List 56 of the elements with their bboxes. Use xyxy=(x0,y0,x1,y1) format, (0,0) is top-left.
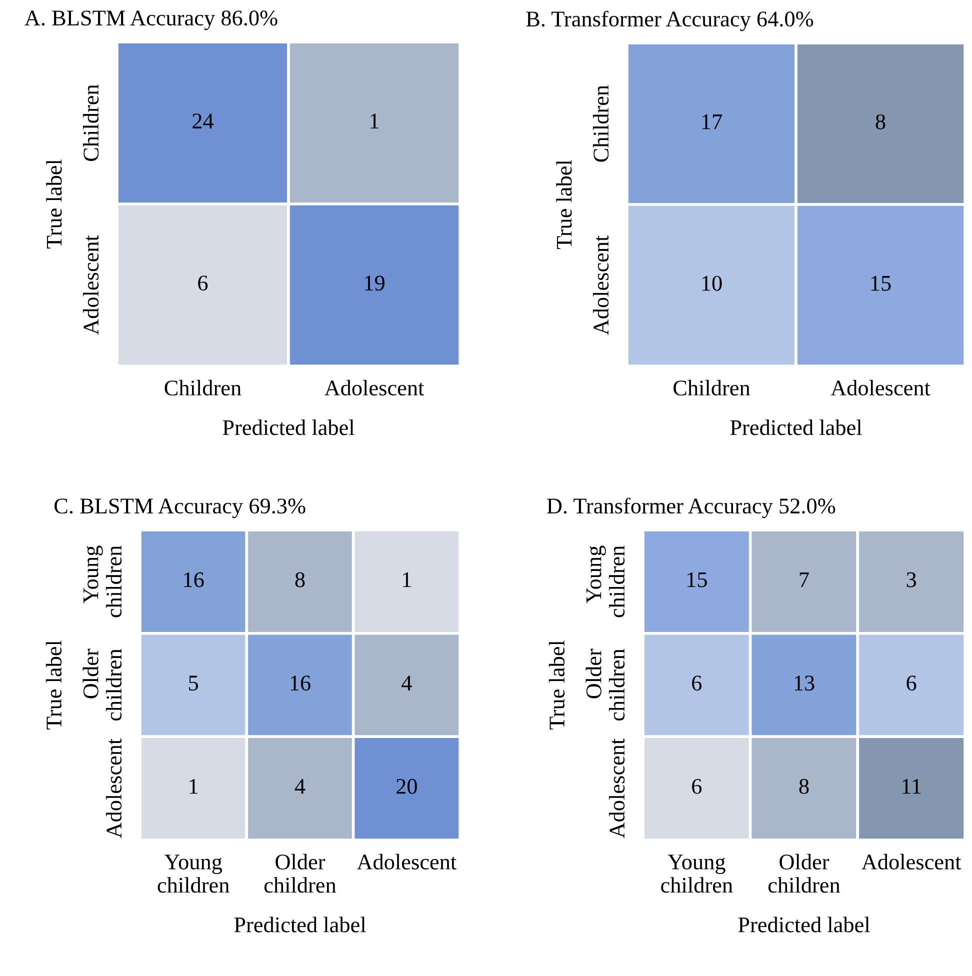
x-tick-label: Adolescent xyxy=(830,380,930,396)
data-label: 3 xyxy=(906,572,916,588)
y-axis-title: True label xyxy=(46,159,62,249)
data-label: 15 xyxy=(688,572,707,588)
data-label: 6 xyxy=(692,676,702,691)
chart-title: A. BLSTM Accuracy 86.0% xyxy=(24,10,278,30)
data-label: 16 xyxy=(184,572,204,588)
data-label: 8 xyxy=(876,114,886,130)
data-label: 4 xyxy=(294,779,306,794)
data-label: 10 xyxy=(702,276,722,291)
x-axis-title: Predicted label xyxy=(222,419,354,436)
data-label: 16 xyxy=(290,676,310,691)
data-label: 6 xyxy=(906,676,916,691)
x-tick-label: Young children xyxy=(661,854,733,893)
chart-title: C. BLSTM Accuracy 69.3% xyxy=(54,498,306,518)
data-label: 8 xyxy=(799,778,809,794)
y-tick-label: Adolescent xyxy=(82,235,99,335)
data-label: 15 xyxy=(871,276,891,291)
data-label: 4 xyxy=(402,676,412,690)
data-label: 24 xyxy=(192,114,214,128)
data-label: 1 xyxy=(190,779,198,794)
x-tick-label: Older children xyxy=(768,854,840,893)
data-label: 13 xyxy=(794,676,814,691)
data-label: 17 xyxy=(702,114,722,130)
x-axis-title: Predicted label xyxy=(234,916,366,932)
data-label: 1 xyxy=(370,114,378,128)
y-axis-title: True label xyxy=(548,640,565,730)
y-tick-label: Children xyxy=(82,84,99,161)
x-axis-title: Predicted label xyxy=(738,916,870,932)
y-axis-title: True label xyxy=(46,640,62,730)
data-label: 8 xyxy=(295,572,305,588)
y-tick-label: Children xyxy=(592,85,609,162)
x-tick-label: Older children xyxy=(264,854,336,893)
data-label: 1 xyxy=(403,572,411,588)
data-label: 7 xyxy=(800,572,809,588)
data-label: 19 xyxy=(365,276,384,291)
chart-title: B. Transformer Accuracy 64.0% xyxy=(526,10,814,32)
x-tick-label: Adolescent xyxy=(862,854,962,870)
y-tick-label: Young children xyxy=(586,546,625,618)
chart-title: D. Transformer Accuracy 52.0% xyxy=(547,498,836,518)
y-tick-label: Young children xyxy=(84,546,122,618)
x-tick-label: Children xyxy=(164,380,242,396)
x-tick-label: Children xyxy=(674,380,750,396)
data-label: 6 xyxy=(692,778,702,794)
y-tick-label: Adolescent xyxy=(592,235,609,336)
data-label: 20 xyxy=(396,778,417,794)
x-tick-label: Adolescent xyxy=(356,854,457,870)
data-label: 11 xyxy=(902,779,921,794)
x-tick-label: Young children xyxy=(158,854,230,893)
x-tick-label: Adolescent xyxy=(324,380,424,396)
x-axis-title: Predicted label xyxy=(730,419,862,436)
y-tick-label: Older children xyxy=(586,648,625,721)
y-axis-title: True label xyxy=(556,160,572,250)
y-tick-label: Older children xyxy=(82,648,122,721)
data-label: 6 xyxy=(198,276,208,291)
data-label: 5 xyxy=(189,676,198,691)
